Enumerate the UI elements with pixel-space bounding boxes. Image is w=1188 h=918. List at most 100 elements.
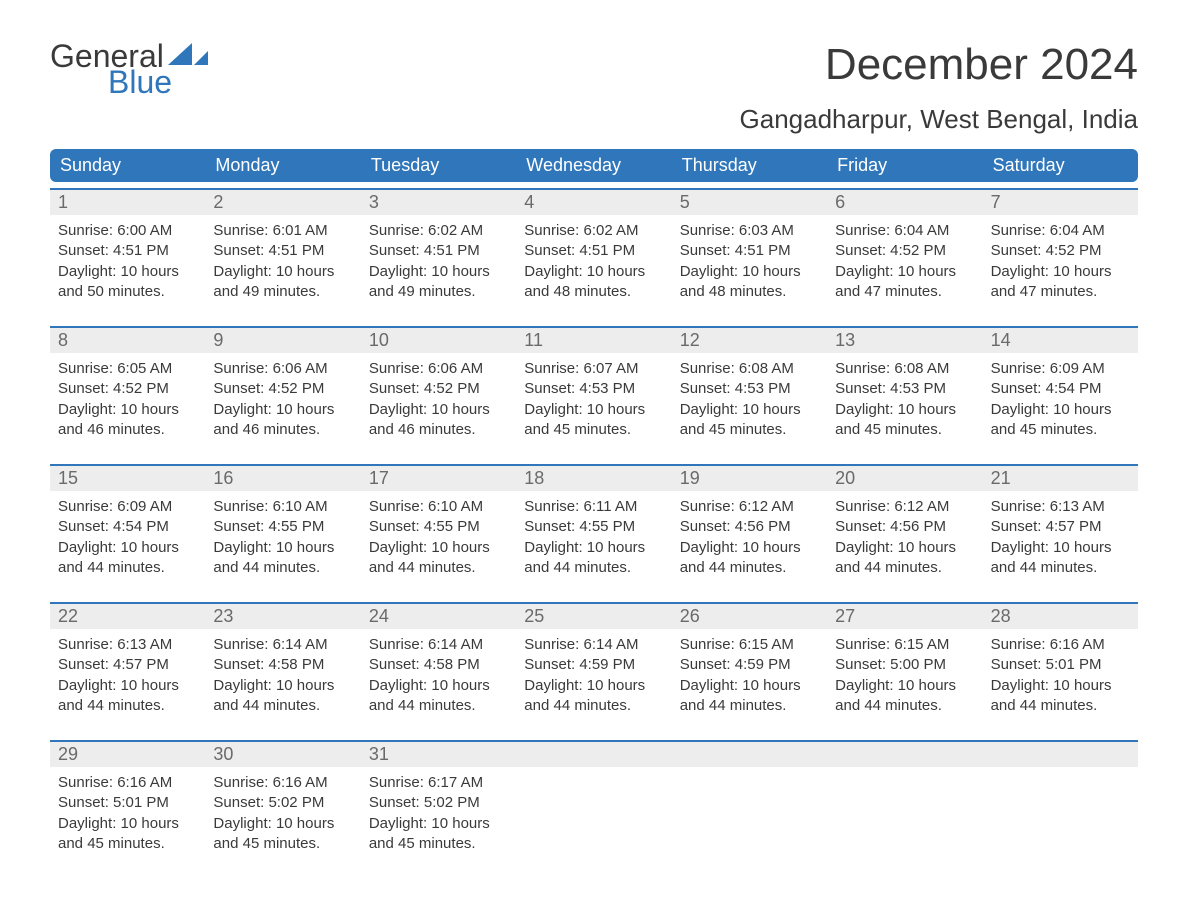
daylight-text-2: and 44 minutes. — [524, 696, 663, 716]
daylight-text-1: Daylight: 10 hours — [991, 676, 1130, 696]
daylight-text-1: Daylight: 10 hours — [58, 262, 197, 282]
sunset-text: Sunset: 4:53 PM — [835, 379, 974, 399]
sunrise-text: Sunrise: 6:16 AM — [991, 635, 1130, 655]
sunrise-text: Sunrise: 6:09 AM — [991, 359, 1130, 379]
daynum-row: 891011121314 — [50, 328, 1138, 353]
day-cell — [516, 767, 671, 864]
sunrise-text: Sunrise: 6:15 AM — [680, 635, 819, 655]
day-number: 24 — [361, 604, 516, 629]
sunrise-text: Sunrise: 6:12 AM — [835, 497, 974, 517]
day-cell: Sunrise: 6:11 AMSunset: 4:55 PMDaylight:… — [516, 491, 671, 588]
dow-monday: Monday — [205, 149, 360, 182]
day-cell: Sunrise: 6:08 AMSunset: 4:53 PMDaylight:… — [672, 353, 827, 450]
daynum-row: 15161718192021 — [50, 466, 1138, 491]
daylight-text-2: and 45 minutes. — [524, 420, 663, 440]
day-cell: Sunrise: 6:13 AMSunset: 4:57 PMDaylight:… — [50, 629, 205, 726]
sunset-text: Sunset: 4:51 PM — [213, 241, 352, 261]
sunset-text: Sunset: 4:59 PM — [524, 655, 663, 675]
daylight-text-2: and 49 minutes. — [213, 282, 352, 302]
sunset-text: Sunset: 4:56 PM — [680, 517, 819, 537]
sunrise-text: Sunrise: 6:07 AM — [524, 359, 663, 379]
day-cell: Sunrise: 6:14 AMSunset: 4:58 PMDaylight:… — [361, 629, 516, 726]
day-cell: Sunrise: 6:16 AMSunset: 5:02 PMDaylight:… — [205, 767, 360, 864]
sunrise-text: Sunrise: 6:15 AM — [835, 635, 974, 655]
daylight-text-1: Daylight: 10 hours — [835, 400, 974, 420]
sunrise-text: Sunrise: 6:17 AM — [369, 773, 508, 793]
day-number: 6 — [827, 190, 982, 215]
dow-wednesday: Wednesday — [516, 149, 671, 182]
sunrise-text: Sunrise: 6:00 AM — [58, 221, 197, 241]
day-cell — [983, 767, 1138, 864]
calendar: Sunday Monday Tuesday Wednesday Thursday… — [50, 149, 1138, 864]
dow-saturday: Saturday — [983, 149, 1138, 182]
daylight-text-2: and 45 minutes. — [369, 834, 508, 854]
day-cell: Sunrise: 6:07 AMSunset: 4:53 PMDaylight:… — [516, 353, 671, 450]
daylight-text-2: and 50 minutes. — [58, 282, 197, 302]
daylight-text-2: and 44 minutes. — [213, 696, 352, 716]
daylight-text-1: Daylight: 10 hours — [213, 676, 352, 696]
daylight-text-2: and 44 minutes. — [991, 696, 1130, 716]
daylight-text-1: Daylight: 10 hours — [369, 262, 508, 282]
sunset-text: Sunset: 4:57 PM — [991, 517, 1130, 537]
sunset-text: Sunset: 5:02 PM — [369, 793, 508, 813]
day-number: 4 — [516, 190, 671, 215]
day-number: 3 — [361, 190, 516, 215]
daylight-text-1: Daylight: 10 hours — [524, 538, 663, 558]
sunset-text: Sunset: 4:55 PM — [524, 517, 663, 537]
sunrise-text: Sunrise: 6:10 AM — [369, 497, 508, 517]
sunset-text: Sunset: 4:52 PM — [991, 241, 1130, 261]
days-of-week-header: Sunday Monday Tuesday Wednesday Thursday… — [50, 149, 1138, 182]
daylight-text-2: and 46 minutes. — [369, 420, 508, 440]
daylight-text-1: Daylight: 10 hours — [991, 400, 1130, 420]
daylight-text-2: and 46 minutes. — [58, 420, 197, 440]
day-number: 16 — [205, 466, 360, 491]
day-number — [827, 742, 982, 767]
sunset-text: Sunset: 4:51 PM — [58, 241, 197, 261]
sunset-text: Sunset: 4:55 PM — [369, 517, 508, 537]
daylight-text-2: and 44 minutes. — [369, 696, 508, 716]
day-cell: Sunrise: 6:02 AMSunset: 4:51 PMDaylight:… — [516, 215, 671, 312]
daylight-text-1: Daylight: 10 hours — [991, 262, 1130, 282]
daylight-text-2: and 44 minutes. — [58, 558, 197, 578]
week-row: 891011121314Sunrise: 6:05 AMSunset: 4:52… — [50, 326, 1138, 450]
sunrise-text: Sunrise: 6:14 AM — [369, 635, 508, 655]
daylight-text-2: and 45 minutes. — [991, 420, 1130, 440]
daylight-text-1: Daylight: 10 hours — [524, 400, 663, 420]
day-number: 28 — [983, 604, 1138, 629]
day-cell: Sunrise: 6:03 AMSunset: 4:51 PMDaylight:… — [672, 215, 827, 312]
sunrise-text: Sunrise: 6:11 AM — [524, 497, 663, 517]
daynum-row: 1234567 — [50, 190, 1138, 215]
sunset-text: Sunset: 4:54 PM — [991, 379, 1130, 399]
day-cell: Sunrise: 6:10 AMSunset: 4:55 PMDaylight:… — [361, 491, 516, 588]
sunrise-text: Sunrise: 6:06 AM — [369, 359, 508, 379]
daylight-text-1: Daylight: 10 hours — [369, 400, 508, 420]
sunrise-text: Sunrise: 6:02 AM — [524, 221, 663, 241]
dow-tuesday: Tuesday — [361, 149, 516, 182]
daylight-text-1: Daylight: 10 hours — [369, 538, 508, 558]
sunrise-text: Sunrise: 6:10 AM — [213, 497, 352, 517]
daylight-text-2: and 47 minutes. — [991, 282, 1130, 302]
day-number: 21 — [983, 466, 1138, 491]
location: Gangadharpur, West Bengal, India — [740, 104, 1138, 135]
sunrise-text: Sunrise: 6:16 AM — [58, 773, 197, 793]
daylight-text-1: Daylight: 10 hours — [58, 538, 197, 558]
day-number — [983, 742, 1138, 767]
day-number — [516, 742, 671, 767]
header: General Blue December 2024 Gangadharpur,… — [50, 40, 1138, 135]
daylight-text-1: Daylight: 10 hours — [369, 676, 508, 696]
daylight-text-1: Daylight: 10 hours — [680, 676, 819, 696]
day-cell: Sunrise: 6:05 AMSunset: 4:52 PMDaylight:… — [50, 353, 205, 450]
day-number: 1 — [50, 190, 205, 215]
day-cell: Sunrise: 6:02 AMSunset: 4:51 PMDaylight:… — [361, 215, 516, 312]
day-number: 22 — [50, 604, 205, 629]
sunset-text: Sunset: 4:53 PM — [680, 379, 819, 399]
day-number: 12 — [672, 328, 827, 353]
daylight-text-1: Daylight: 10 hours — [680, 262, 819, 282]
day-number: 5 — [672, 190, 827, 215]
day-cell: Sunrise: 6:16 AMSunset: 5:01 PMDaylight:… — [983, 629, 1138, 726]
daynum-row: 22232425262728 — [50, 604, 1138, 629]
daylight-text-1: Daylight: 10 hours — [58, 400, 197, 420]
daylight-text-2: and 45 minutes. — [680, 420, 819, 440]
daylight-text-2: and 44 minutes. — [213, 558, 352, 578]
sunset-text: Sunset: 5:01 PM — [58, 793, 197, 813]
